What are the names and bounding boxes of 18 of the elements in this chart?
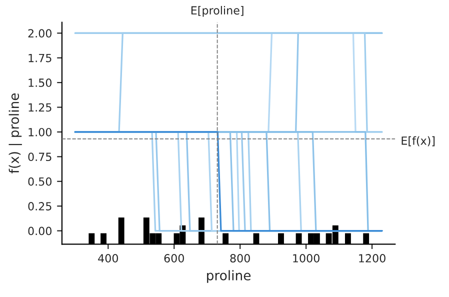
y-tick-label: 2.00: [28, 29, 52, 38]
x-tick-label: 1200: [359, 254, 386, 262]
y-axis-title: f(x) | proline: [8, 93, 22, 174]
y-tick-label: 1.00: [28, 128, 52, 136]
y-tick-label: 0.75: [28, 152, 52, 162]
x-tick-label: 400: [98, 254, 118, 262]
x-tick-label: 1000: [293, 254, 320, 262]
y-tick-label: 1.25: [28, 103, 52, 112]
y-tick-label: 0.25: [28, 202, 52, 210]
y-tick-label: 1.75: [28, 54, 52, 62]
y-tick-label: 0.00: [28, 226, 52, 236]
y-tick-label: 0.50: [28, 177, 52, 186]
x-tick-label: 800: [230, 254, 250, 262]
ref-line-label: E[proline]: [191, 6, 244, 17]
x-axis-title: proline: [207, 270, 251, 283]
y-tick-label: 1.50: [28, 78, 52, 87]
x-tick-label: 600: [164, 254, 184, 262]
ref-line-label: E[f(x)]: [402, 136, 435, 146]
